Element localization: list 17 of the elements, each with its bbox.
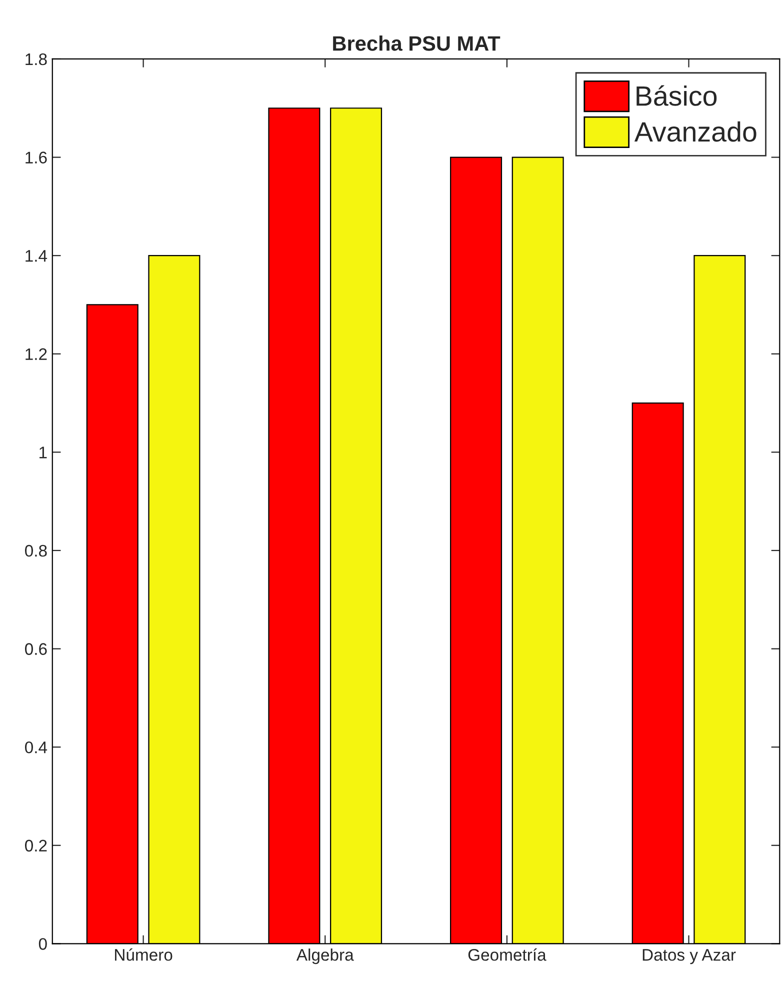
legend-label: Básico bbox=[636, 85, 717, 106]
x-tick-label: Datos y Azar bbox=[642, 949, 736, 964]
chart-title: Brecha PSU MAT bbox=[333, 36, 500, 51]
y-tick-label: 1 bbox=[40, 446, 47, 458]
x-tick-label: Número bbox=[115, 948, 172, 961]
y-tick-label: 0.4 bbox=[25, 741, 48, 754]
x-tick-label: Geometría bbox=[468, 948, 546, 961]
y-tick-label: 1.2 bbox=[26, 348, 47, 360]
y-tick-label: 1.6 bbox=[26, 152, 47, 164]
y-tick-label: 1.8 bbox=[26, 53, 47, 66]
y-tick-label: 1.4 bbox=[26, 250, 48, 262]
x-tick-label: Algebra bbox=[296, 948, 354, 964]
y-tick-label: 0.8 bbox=[25, 544, 47, 557]
y-tick-label: 0 bbox=[38, 938, 47, 950]
y-tick-label: 0.6 bbox=[25, 643, 47, 655]
y-tick-label: 0.2 bbox=[25, 840, 47, 852]
legend-label: Avanzado bbox=[634, 121, 756, 142]
